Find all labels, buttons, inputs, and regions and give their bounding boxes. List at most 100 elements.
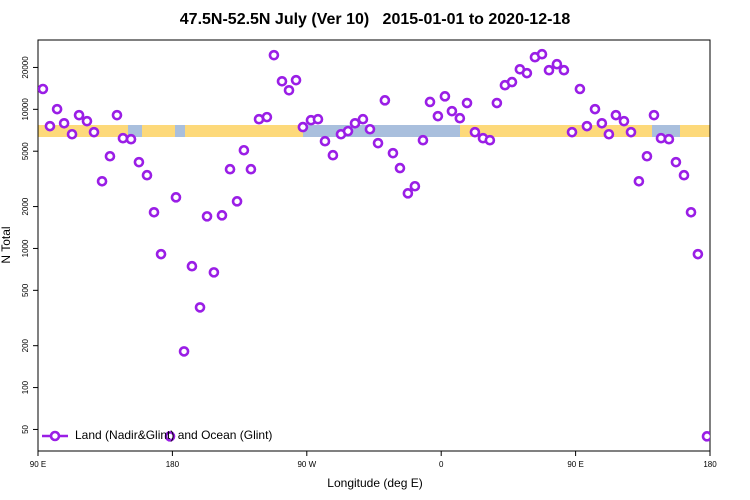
data-point [164, 431, 176, 442]
data-point [349, 117, 361, 129]
data-point [261, 111, 273, 123]
data-point [566, 126, 578, 138]
data-point [506, 76, 518, 88]
data-point [670, 156, 682, 168]
data-point [491, 97, 503, 109]
land-band [680, 125, 710, 137]
data-point [618, 115, 630, 127]
x-tick-label: 0 [439, 460, 444, 469]
land-band [38, 125, 128, 137]
x-axis-label: Longitude (deg E) [327, 476, 422, 490]
data-point [268, 49, 280, 61]
data-point [685, 206, 697, 218]
y-tick-label: 500 [21, 283, 30, 297]
land-band [185, 125, 303, 137]
data-point [424, 96, 436, 108]
data-point [245, 163, 257, 175]
data-point [461, 97, 473, 109]
data-point [394, 162, 406, 174]
data-point [648, 109, 660, 121]
data-point [231, 196, 243, 207]
data-point [409, 180, 421, 192]
data-point [439, 91, 451, 102]
y-tick-label: 100 [21, 380, 30, 394]
data-point [589, 103, 601, 115]
data-point [208, 267, 220, 278]
data-point [51, 103, 63, 115]
data-point [446, 105, 458, 117]
data-point [81, 115, 93, 127]
data-point [387, 147, 399, 159]
y-tick-label: 10000 [21, 98, 30, 121]
data-point [319, 135, 331, 147]
data-point [44, 120, 56, 132]
data-point [58, 117, 70, 129]
data-point [111, 109, 123, 121]
data-point [178, 346, 190, 357]
points [38, 48, 710, 442]
data-point [224, 163, 236, 175]
data-point [372, 137, 384, 149]
data-point [432, 110, 444, 122]
data-point [290, 74, 302, 86]
data-point [678, 169, 690, 181]
data-point [596, 117, 608, 129]
data-point [581, 120, 593, 132]
data-point [170, 192, 182, 203]
data-point [148, 206, 160, 218]
data-point [104, 150, 116, 162]
data-point [551, 58, 563, 70]
data-point [641, 150, 653, 162]
y-tick-label: 50 [21, 424, 30, 433]
data-point [342, 125, 354, 137]
data-point [663, 133, 675, 145]
y-tick-label: 2000 [21, 197, 30, 215]
data-point [66, 128, 78, 140]
y-tick-label: 1000 [21, 239, 30, 257]
data-point [379, 95, 391, 106]
data-point [141, 169, 153, 181]
data-point [558, 64, 570, 76]
x-tick-label: 90 W [297, 460, 316, 469]
plot-frame [37, 39, 711, 452]
data-point [327, 149, 339, 161]
data-point [701, 431, 710, 442]
data-point [417, 134, 429, 146]
data-point [276, 76, 288, 87]
data-point [521, 67, 533, 79]
data-point [312, 113, 324, 125]
data-point [194, 302, 206, 313]
x-tick-label: 90 E [567, 460, 583, 469]
data-point [297, 121, 309, 133]
x-tick-label: 90 E [30, 460, 46, 469]
data-point [543, 64, 555, 76]
y-tick-label: 5000 [21, 142, 30, 160]
data-point [610, 109, 622, 121]
data-point [238, 144, 250, 156]
y-tick-label: 200 [21, 338, 30, 352]
data-point [133, 156, 145, 168]
y-tick-label: 20000 [21, 56, 30, 79]
data-point [692, 248, 704, 260]
data-point [216, 210, 228, 221]
data-point [125, 133, 137, 145]
chart-title: 47.5N-52.5N July (Ver 10) 2015-01-01 to … [180, 11, 571, 28]
x-tick-label: 180 [166, 460, 180, 469]
data-point [357, 113, 369, 125]
data-point [574, 83, 586, 95]
data-point [536, 48, 548, 60]
data-point [469, 126, 481, 138]
legend-marker [49, 430, 61, 442]
y-axis-label: N Total [0, 226, 13, 263]
ocean-band [303, 125, 460, 137]
data-point [454, 112, 466, 124]
data-point [201, 211, 213, 222]
data-point [117, 132, 129, 144]
data-point [155, 248, 167, 260]
data-point [38, 83, 49, 95]
data-point [625, 126, 637, 138]
x-tick-label: 180 [703, 460, 717, 469]
legend-label: Land (Nadir&Glint) and Ocean (Glint) [75, 428, 272, 442]
data-point [402, 188, 414, 199]
